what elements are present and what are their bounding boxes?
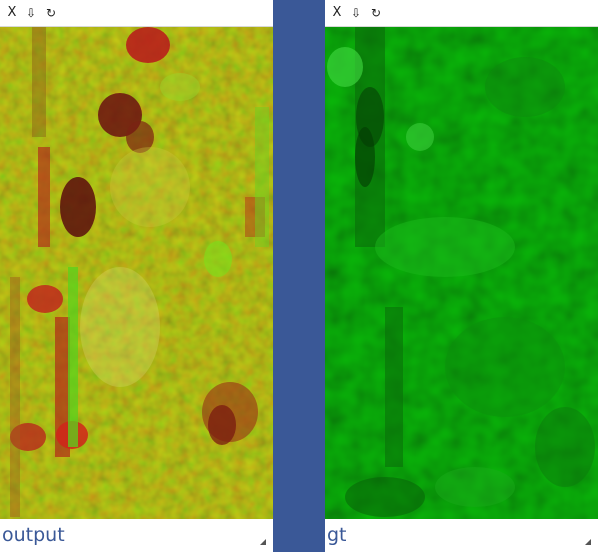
reset-icon[interactable]: ↻: [370, 6, 382, 20]
output-image[interactable]: [0, 27, 273, 519]
close-icon[interactable]: X: [7, 5, 17, 20]
gt-image-canvas: [325, 27, 598, 519]
output-panel: X ⇩ ↻: [0, 0, 273, 552]
gt-image[interactable]: [325, 27, 598, 519]
download-icon[interactable]: ⇩: [25, 6, 37, 20]
panel-title: output: [2, 524, 65, 546]
reset-icon[interactable]: ↻: [45, 6, 57, 20]
resize-handle-icon[interactable]: [585, 539, 591, 545]
panel-title: gt: [327, 524, 347, 546]
close-icon[interactable]: X: [332, 5, 342, 20]
output-green-streaks: [68, 73, 269, 447]
output-footer: output: [0, 519, 273, 552]
gt-toolbar: X ⇩ ↻: [325, 0, 598, 27]
output-blobs: [10, 27, 265, 517]
output-toolbar: X ⇩ ↻: [0, 0, 273, 27]
resize-handle-icon[interactable]: [260, 539, 266, 545]
download-icon[interactable]: ⇩: [350, 6, 362, 20]
gt-footer: gt: [325, 519, 598, 552]
output-image-canvas: [0, 27, 273, 519]
gt-panel: X ⇩ ↻: [325, 0, 598, 552]
gt-texture: [327, 27, 595, 517]
